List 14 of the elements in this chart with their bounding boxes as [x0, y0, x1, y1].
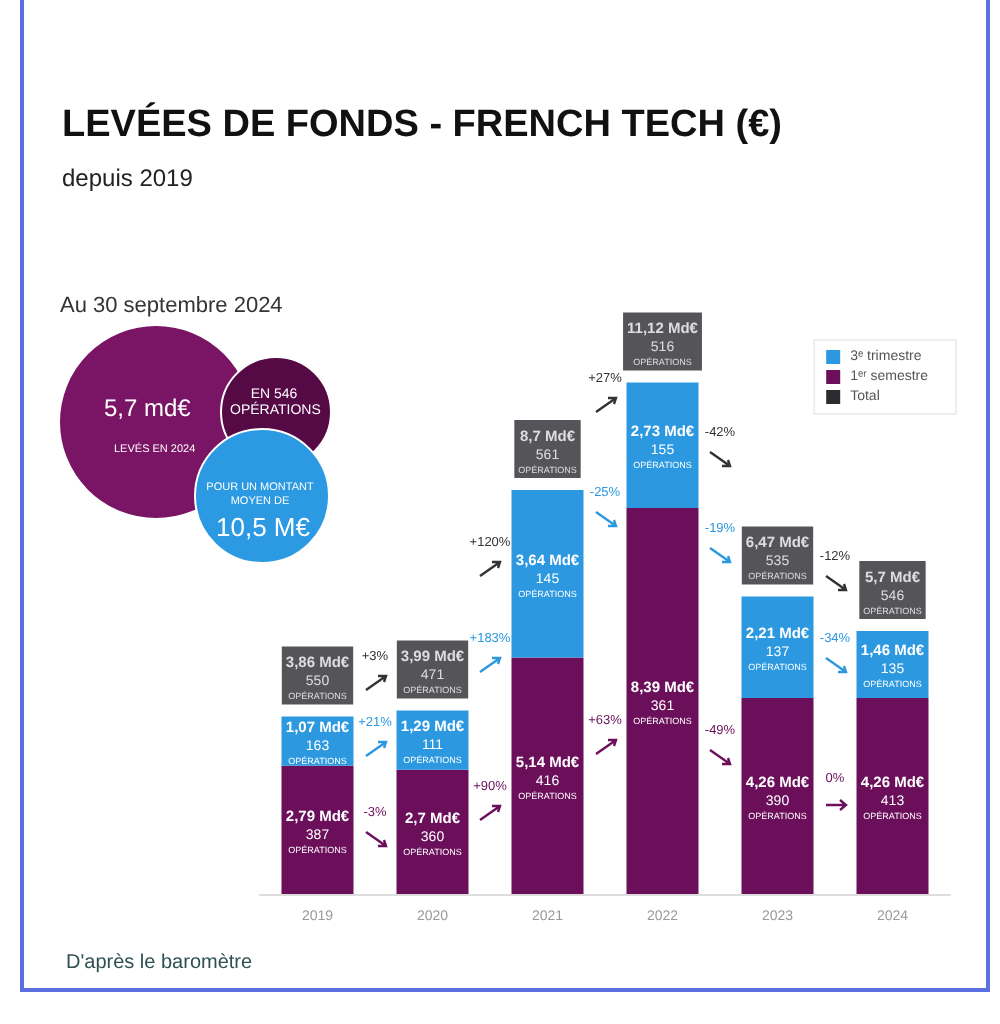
chart-title: LEVÉES DE FONDS - FRENCH TECH (€) [62, 102, 782, 146]
bar [281, 765, 354, 894]
bar [856, 698, 929, 894]
bar [626, 382, 699, 509]
chart-subtitle: depuis 2019 [62, 164, 194, 192]
bar [626, 508, 699, 894]
bar [396, 769, 469, 894]
text: 5,7 md€ [104, 394, 191, 422]
bar [511, 657, 584, 894]
text: Au 30 septembre 2024 [60, 294, 283, 318]
text: D'après le baromètre [66, 952, 253, 974]
bar [511, 490, 584, 658]
annotation: 10,5 M€ [216, 512, 310, 542]
bar [741, 698, 814, 894]
